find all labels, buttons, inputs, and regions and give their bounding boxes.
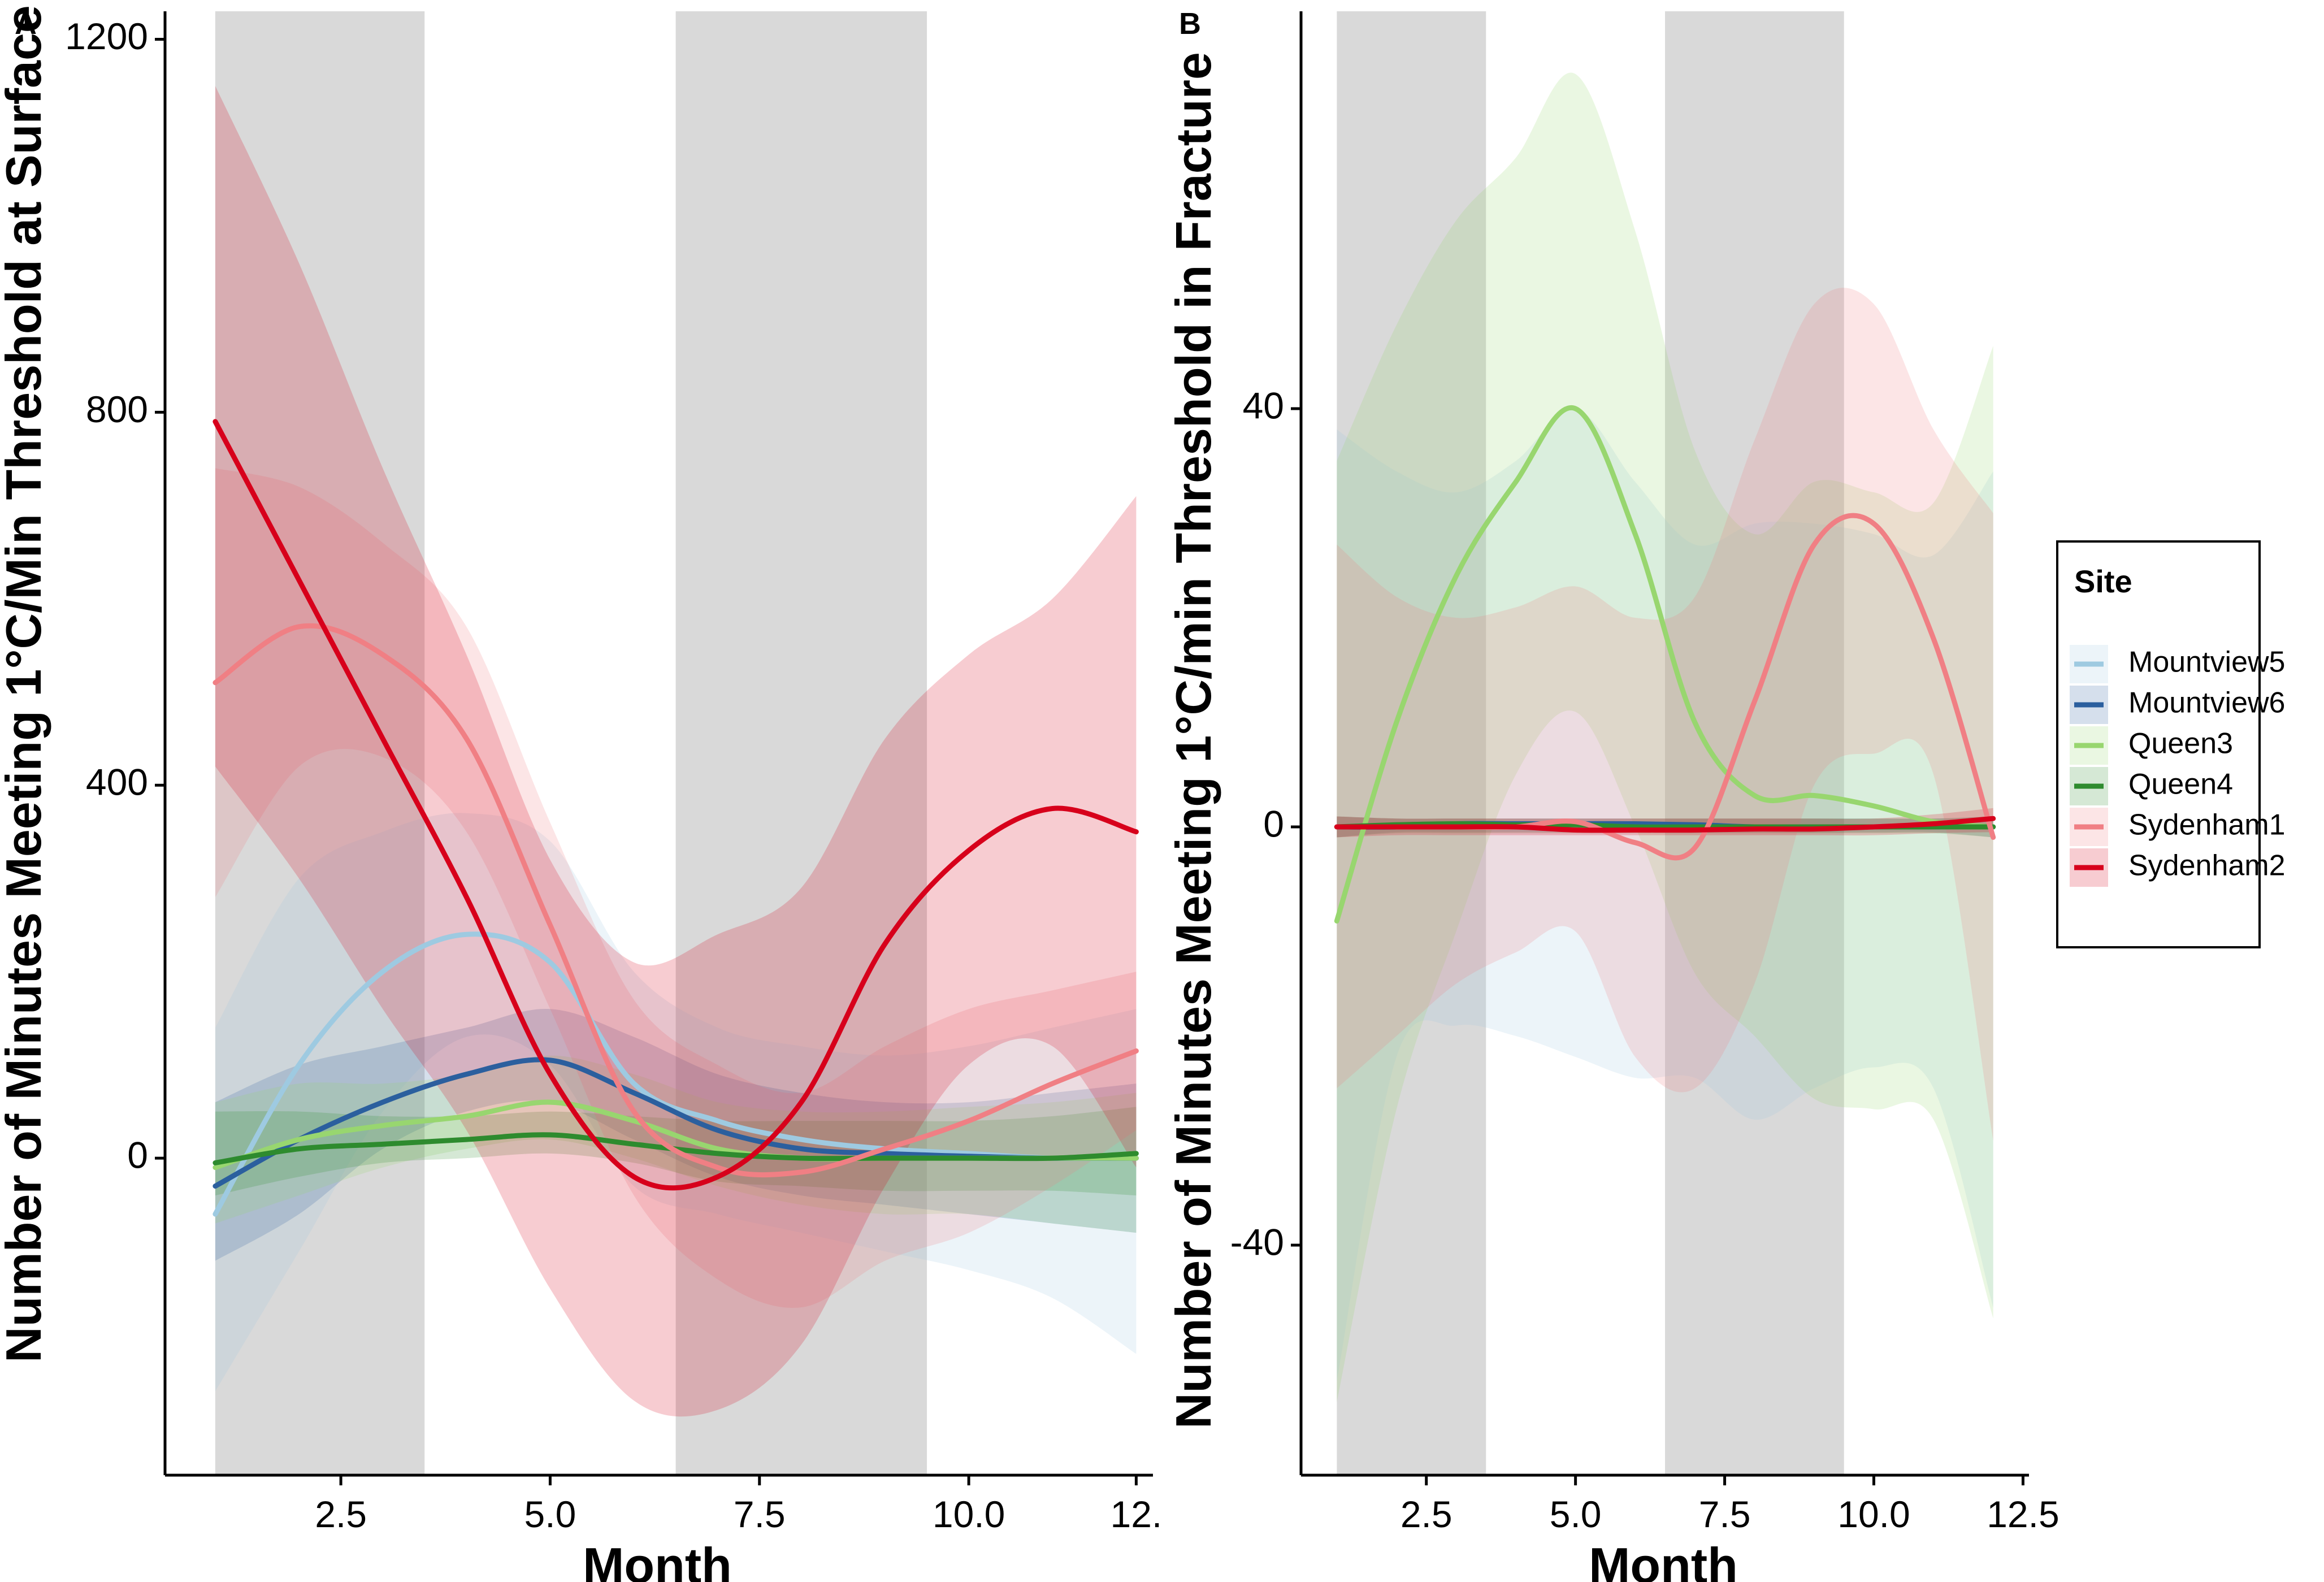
panel-a-y-tick-label: 1200 — [65, 15, 148, 57]
panel-a-ribbon-queen3 — [215, 1055, 1137, 1233]
panel-a-y-tick-label: 800 — [86, 388, 148, 430]
panel-b-x-tick-label: 5.0 — [1550, 1493, 1602, 1535]
panel-a-y-tick-label: 0 — [127, 1134, 148, 1176]
legend-label-mountview5: Mountview5 — [2128, 646, 2285, 679]
panel-a-x-tick-label: 2.5 — [315, 1493, 367, 1535]
legend-label-mountview6: Mountview6 — [2128, 687, 2285, 720]
panel-b-shaded-band-2 — [1665, 11, 1844, 1475]
panel-a-shaded-band-2 — [675, 11, 927, 1475]
panel-b-y-tick-label: 40 — [1243, 384, 1284, 426]
panel-b-tag: B — [1179, 7, 1201, 41]
panel-a-x-tick-label: 5.0 — [524, 1493, 576, 1535]
panel-b-shaded-band-1 — [1337, 11, 1486, 1475]
legend-label-sydenham1: Sydenham1 — [2128, 809, 2286, 842]
legend-label-sydenham2: Sydenham2 — [2128, 849, 2286, 882]
legend-label-queen3: Queen3 — [2128, 727, 2233, 760]
panel-a-shaded-band-1 — [215, 11, 425, 1475]
panel-b-ribbon-mountview5 — [1337, 408, 1993, 1381]
panel-a-x-tick-label: 10.0 — [933, 1493, 1005, 1535]
panel-b-x-tick-label: 2.5 — [1401, 1493, 1452, 1535]
panel-a-line-mountview5 — [213, 931, 1139, 1217]
panel-a-ribbon-sydenham2 — [215, 86, 1137, 1417]
panel-a-x-tick-label: 7.5 — [734, 1493, 786, 1535]
legend: Site Mountview5 Mountview6 Queen3 Queen4 Syd… — [2056, 540, 2286, 948]
panel-b: -40 0 40 2.5 5.0 7.5 10.0 12.5 B Month Number o… — [1165, 7, 2059, 1582]
panel-b-x-axis-title: Month — [1589, 1537, 1738, 1582]
legend-title: Site — [2074, 564, 2132, 599]
panel-b-y-tick-label: 0 — [1263, 803, 1284, 844]
panel-a-line-sydenham2 — [213, 419, 1139, 1191]
panel-a-ribbon-sydenham1 — [215, 468, 1137, 1308]
panel-a-y-tick-label: 400 — [86, 761, 148, 803]
panel-a: 0 400 800 1200 2.5 5.0 7.5 10.0 12. A Month Numb… — [0, 5, 1162, 1582]
panel-a-x-tick-label: 12. — [1110, 1493, 1162, 1535]
panel-b-line-sydenham2 — [1334, 816, 1996, 833]
panel-a-line-sydenham1 — [213, 623, 1139, 1178]
panel-b-ribbon-sydenham1 — [1337, 288, 1993, 1141]
panel-a-ribbon-mountview5 — [215, 813, 1137, 1392]
panel-b-ribbon-queen3 — [1337, 72, 1993, 1402]
panel-b-y-axis-title: Number of Minutes Meeting 1°C/min Thresh… — [1165, 52, 1221, 1429]
panel-a-tag: A — [15, 7, 37, 41]
panel-b-x-tick-label: 12.5 — [1987, 1493, 2059, 1535]
panel-b-x-tick-label: 7.5 — [1699, 1493, 1751, 1535]
panel-b-y-tick-label: -40 — [1230, 1221, 1284, 1263]
panel-b-line-queen3 — [1334, 405, 1996, 924]
panel-a-y-axis-title: Number of Minutes Meeting 1°C/Min Thresh… — [0, 5, 51, 1363]
legend-label-queen4: Queen4 — [2128, 768, 2233, 801]
panel-a-x-axis-title: Month — [583, 1537, 732, 1582]
panel-b-x-tick-label: 10.0 — [1837, 1493, 1910, 1535]
